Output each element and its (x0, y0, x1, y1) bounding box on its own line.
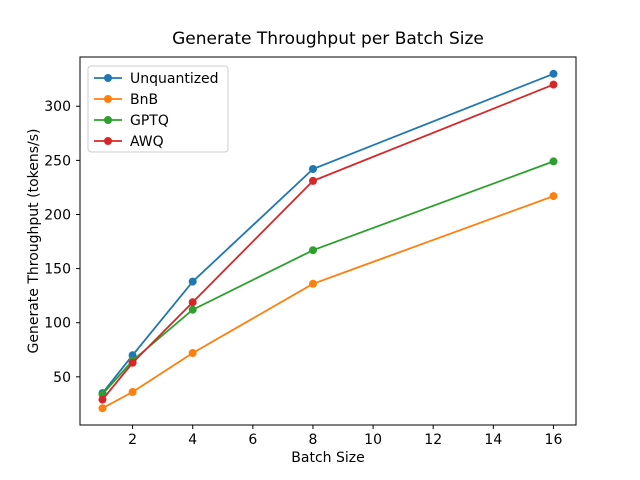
legend-box (87, 65, 229, 153)
x-tick-label: 8 (309, 432, 318, 448)
x-tick-label: 6 (248, 432, 257, 448)
legend-entry-label: GPTQ (130, 113, 169, 129)
series-marker-bnb (98, 404, 107, 413)
series-marker-awq (188, 298, 197, 307)
series-marker-bnb (309, 279, 317, 288)
y-axis-label: Generate Throughput (tokens/s) (26, 129, 42, 354)
series-marker-unquantized (188, 277, 197, 286)
legend-entry-label: BnB (130, 92, 158, 108)
x-tick-label: 12 (424, 432, 442, 448)
y-tick-label: 300 (44, 99, 71, 115)
legend-entry-label: Unquantized (130, 71, 219, 87)
y-tick-label: 100 (44, 316, 71, 332)
y-tick-label: 50 (53, 370, 71, 386)
series-marker-bnb (128, 388, 137, 396)
chart-title: Generate Throughput per Batch Size (172, 29, 484, 49)
legend-marker-sample (104, 95, 112, 103)
series-marker-bnb (188, 349, 197, 357)
plot-area-border (79, 56, 577, 426)
series-line-bnb (102, 195, 554, 409)
y-tick-label: 250 (44, 153, 71, 169)
x-tick-label: 4 (188, 432, 197, 448)
series-marker-awq (98, 395, 107, 404)
series-marker-gptq (188, 305, 197, 314)
x-tick-label: 2 (128, 432, 137, 448)
series-marker-unquantized (309, 165, 317, 173)
series-marker-awq (128, 358, 137, 367)
series-marker-unquantized (549, 69, 558, 78)
series-marker-awq (309, 176, 317, 185)
data-series (98, 69, 558, 413)
series-marker-awq (549, 80, 558, 89)
x-axis-label: Batch Size (291, 450, 364, 466)
legend-marker-sample (104, 137, 112, 145)
legend: Unquantized BnB GPTQ AWQ (87, 65, 229, 153)
legend-marker-sample (104, 74, 112, 82)
axis-ticks: 2 4 6 8 10 12 14 16 50 100 150 200 250 300 (44, 99, 562, 448)
legend-entry-label: AWQ (130, 134, 164, 150)
series-marker-gptq (309, 246, 317, 255)
x-tick-label: 16 (545, 432, 563, 448)
series-marker-gptq (549, 157, 558, 166)
x-tick-label: 10 (364, 432, 382, 448)
series-marker-bnb (549, 192, 558, 201)
y-tick-label: 150 (44, 262, 71, 278)
y-tick-label: 200 (44, 207, 71, 223)
legend-marker-sample (104, 116, 112, 124)
x-tick-label: 14 (484, 432, 502, 448)
